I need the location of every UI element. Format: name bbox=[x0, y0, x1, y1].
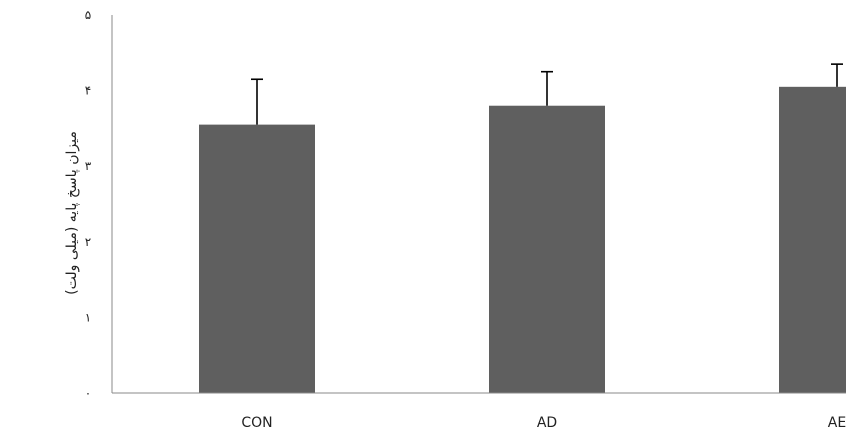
bar-con bbox=[199, 124, 315, 394]
y-tick-label: ۰ bbox=[85, 386, 91, 400]
y-tick-label: ۲ bbox=[85, 235, 91, 249]
y-tick-label: ۱ bbox=[85, 310, 91, 324]
y-tick-label: ۳ bbox=[85, 159, 92, 173]
y-ticks: ۰ ۱ ۲ ۳ ۴ ۵ bbox=[85, 8, 92, 400]
bars bbox=[199, 86, 846, 394]
x-tick-labels: CON AD AE bbox=[241, 415, 846, 431]
x-tick-label: CON bbox=[241, 415, 272, 431]
error-bars bbox=[251, 63, 843, 125]
y-axis-label: میزان پاسخ پایه (میلی ولت) bbox=[64, 131, 80, 295]
bar-ad bbox=[489, 105, 605, 393]
x-tick-label: AE bbox=[828, 415, 846, 431]
y-tick-label: ۵ bbox=[85, 8, 91, 22]
y-tick-label: ۴ bbox=[85, 84, 91, 98]
x-tick-label: AD bbox=[537, 415, 557, 431]
bar-ae bbox=[779, 86, 846, 393]
